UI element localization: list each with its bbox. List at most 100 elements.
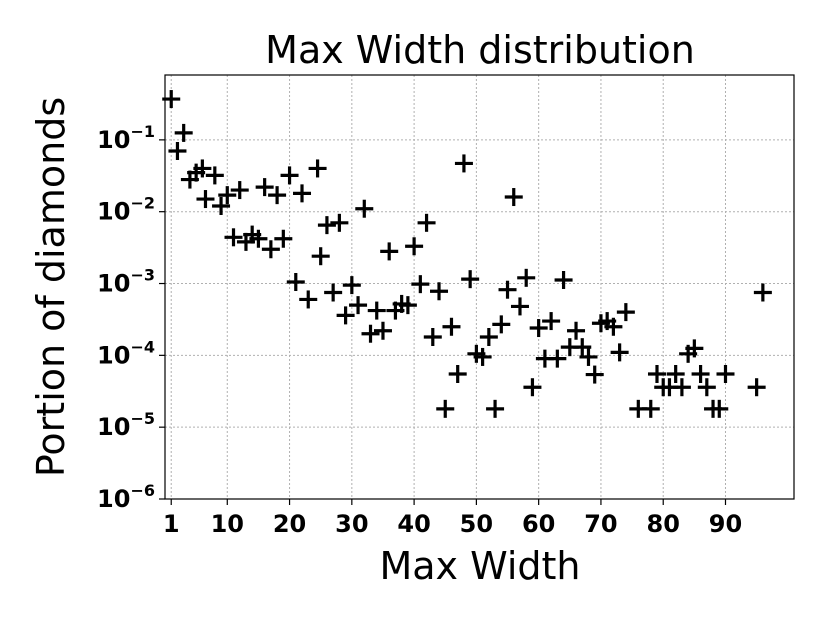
data-point <box>230 181 249 200</box>
data-point <box>486 399 505 418</box>
x-tick-label: 80 <box>647 510 680 538</box>
x-tick-label: 1 <box>163 510 180 538</box>
data-point <box>517 268 536 287</box>
data-point <box>168 141 187 160</box>
x-tick-label: 40 <box>397 510 430 538</box>
y-tick-exponent: −1 <box>130 122 155 141</box>
y-tick-exponent: −2 <box>130 194 155 213</box>
data-point <box>604 317 623 336</box>
data-point <box>753 283 772 302</box>
x-tick-label: 90 <box>709 510 742 538</box>
x-tick-label: 50 <box>460 510 493 538</box>
y-tick-label: 10−1 <box>97 122 155 154</box>
data-point <box>685 339 704 358</box>
y-tick-exponent: −6 <box>130 481 155 500</box>
data-point <box>174 123 193 142</box>
data-point <box>380 242 399 261</box>
x-tick-label: 60 <box>522 510 555 538</box>
data-point <box>479 328 498 347</box>
x-axis-label: Max Width <box>379 544 580 588</box>
data-point <box>311 247 330 266</box>
data-points <box>162 90 772 418</box>
y-axis-label: Portion of diamonds <box>29 97 73 477</box>
data-point <box>666 364 685 383</box>
y-tick-base: 10 <box>97 198 130 226</box>
data-point <box>423 328 442 347</box>
y-tick-exponent: −3 <box>130 266 155 285</box>
data-point <box>610 343 629 362</box>
data-point <box>193 159 212 178</box>
data-point <box>647 364 666 383</box>
data-point <box>261 240 280 259</box>
data-point <box>255 178 274 197</box>
data-point <box>196 190 215 209</box>
data-point <box>430 282 449 301</box>
y-tick-label: 10−6 <box>97 481 155 513</box>
data-point <box>268 186 287 205</box>
data-point <box>573 338 592 357</box>
data-point <box>336 306 355 325</box>
y-tick-label: 10−4 <box>97 337 155 369</box>
y-tick-base: 10 <box>97 341 130 369</box>
data-point <box>641 399 660 418</box>
data-point <box>691 364 710 383</box>
data-point <box>436 399 455 418</box>
data-point <box>461 270 480 289</box>
x-tick-label: 30 <box>335 510 368 538</box>
data-point <box>324 283 343 302</box>
data-point <box>672 378 691 397</box>
y-tick-exponent: −4 <box>130 337 155 356</box>
data-point <box>317 216 336 235</box>
data-point <box>504 188 523 207</box>
data-point <box>710 399 729 418</box>
x-tick-label: 20 <box>273 510 306 538</box>
data-point <box>554 270 573 289</box>
data-point <box>579 347 598 366</box>
y-tick-exponent: −5 <box>130 409 155 428</box>
data-point <box>567 321 586 340</box>
y-tick-label: 10−3 <box>97 266 155 298</box>
data-point <box>442 317 461 336</box>
data-point <box>274 229 293 248</box>
data-point <box>349 296 368 315</box>
data-point <box>342 276 361 295</box>
y-axis-ticks: 10−610−510−410−310−210−1 <box>97 122 165 513</box>
y-tick-label: 10−2 <box>97 194 155 226</box>
grid <box>165 75 794 500</box>
x-tick-label: 70 <box>584 510 617 538</box>
data-point <box>398 296 417 315</box>
y-tick-base: 10 <box>97 126 130 154</box>
chart-title: Max Width distribution <box>265 28 695 72</box>
y-tick-base: 10 <box>97 485 130 513</box>
data-point <box>492 315 511 334</box>
data-point <box>280 166 299 185</box>
data-point <box>448 364 467 383</box>
data-point <box>367 301 386 320</box>
data-point <box>361 324 380 343</box>
data-point <box>212 197 231 216</box>
data-point <box>205 166 224 185</box>
data-point <box>417 213 436 232</box>
data-point <box>249 229 268 248</box>
data-point <box>529 319 548 338</box>
data-point <box>454 154 473 173</box>
data-point <box>510 297 529 316</box>
data-point <box>548 349 567 368</box>
data-point <box>498 280 517 299</box>
data-point <box>308 159 327 178</box>
data-point <box>523 378 542 397</box>
data-point <box>411 275 430 294</box>
data-point <box>405 237 424 256</box>
data-point <box>542 312 561 331</box>
data-point <box>299 290 318 309</box>
x-tick-label: 10 <box>211 510 244 538</box>
data-point <box>585 365 604 384</box>
data-point <box>697 378 716 397</box>
data-point <box>747 378 766 397</box>
plot-frame <box>164 74 795 500</box>
x-axis-ticks: 1 10 20 30 40 50 60 70 80 90 <box>163 499 742 538</box>
data-point <box>218 186 237 205</box>
data-point <box>224 228 243 247</box>
y-tick-base: 10 <box>97 413 130 441</box>
data-point <box>716 364 735 383</box>
